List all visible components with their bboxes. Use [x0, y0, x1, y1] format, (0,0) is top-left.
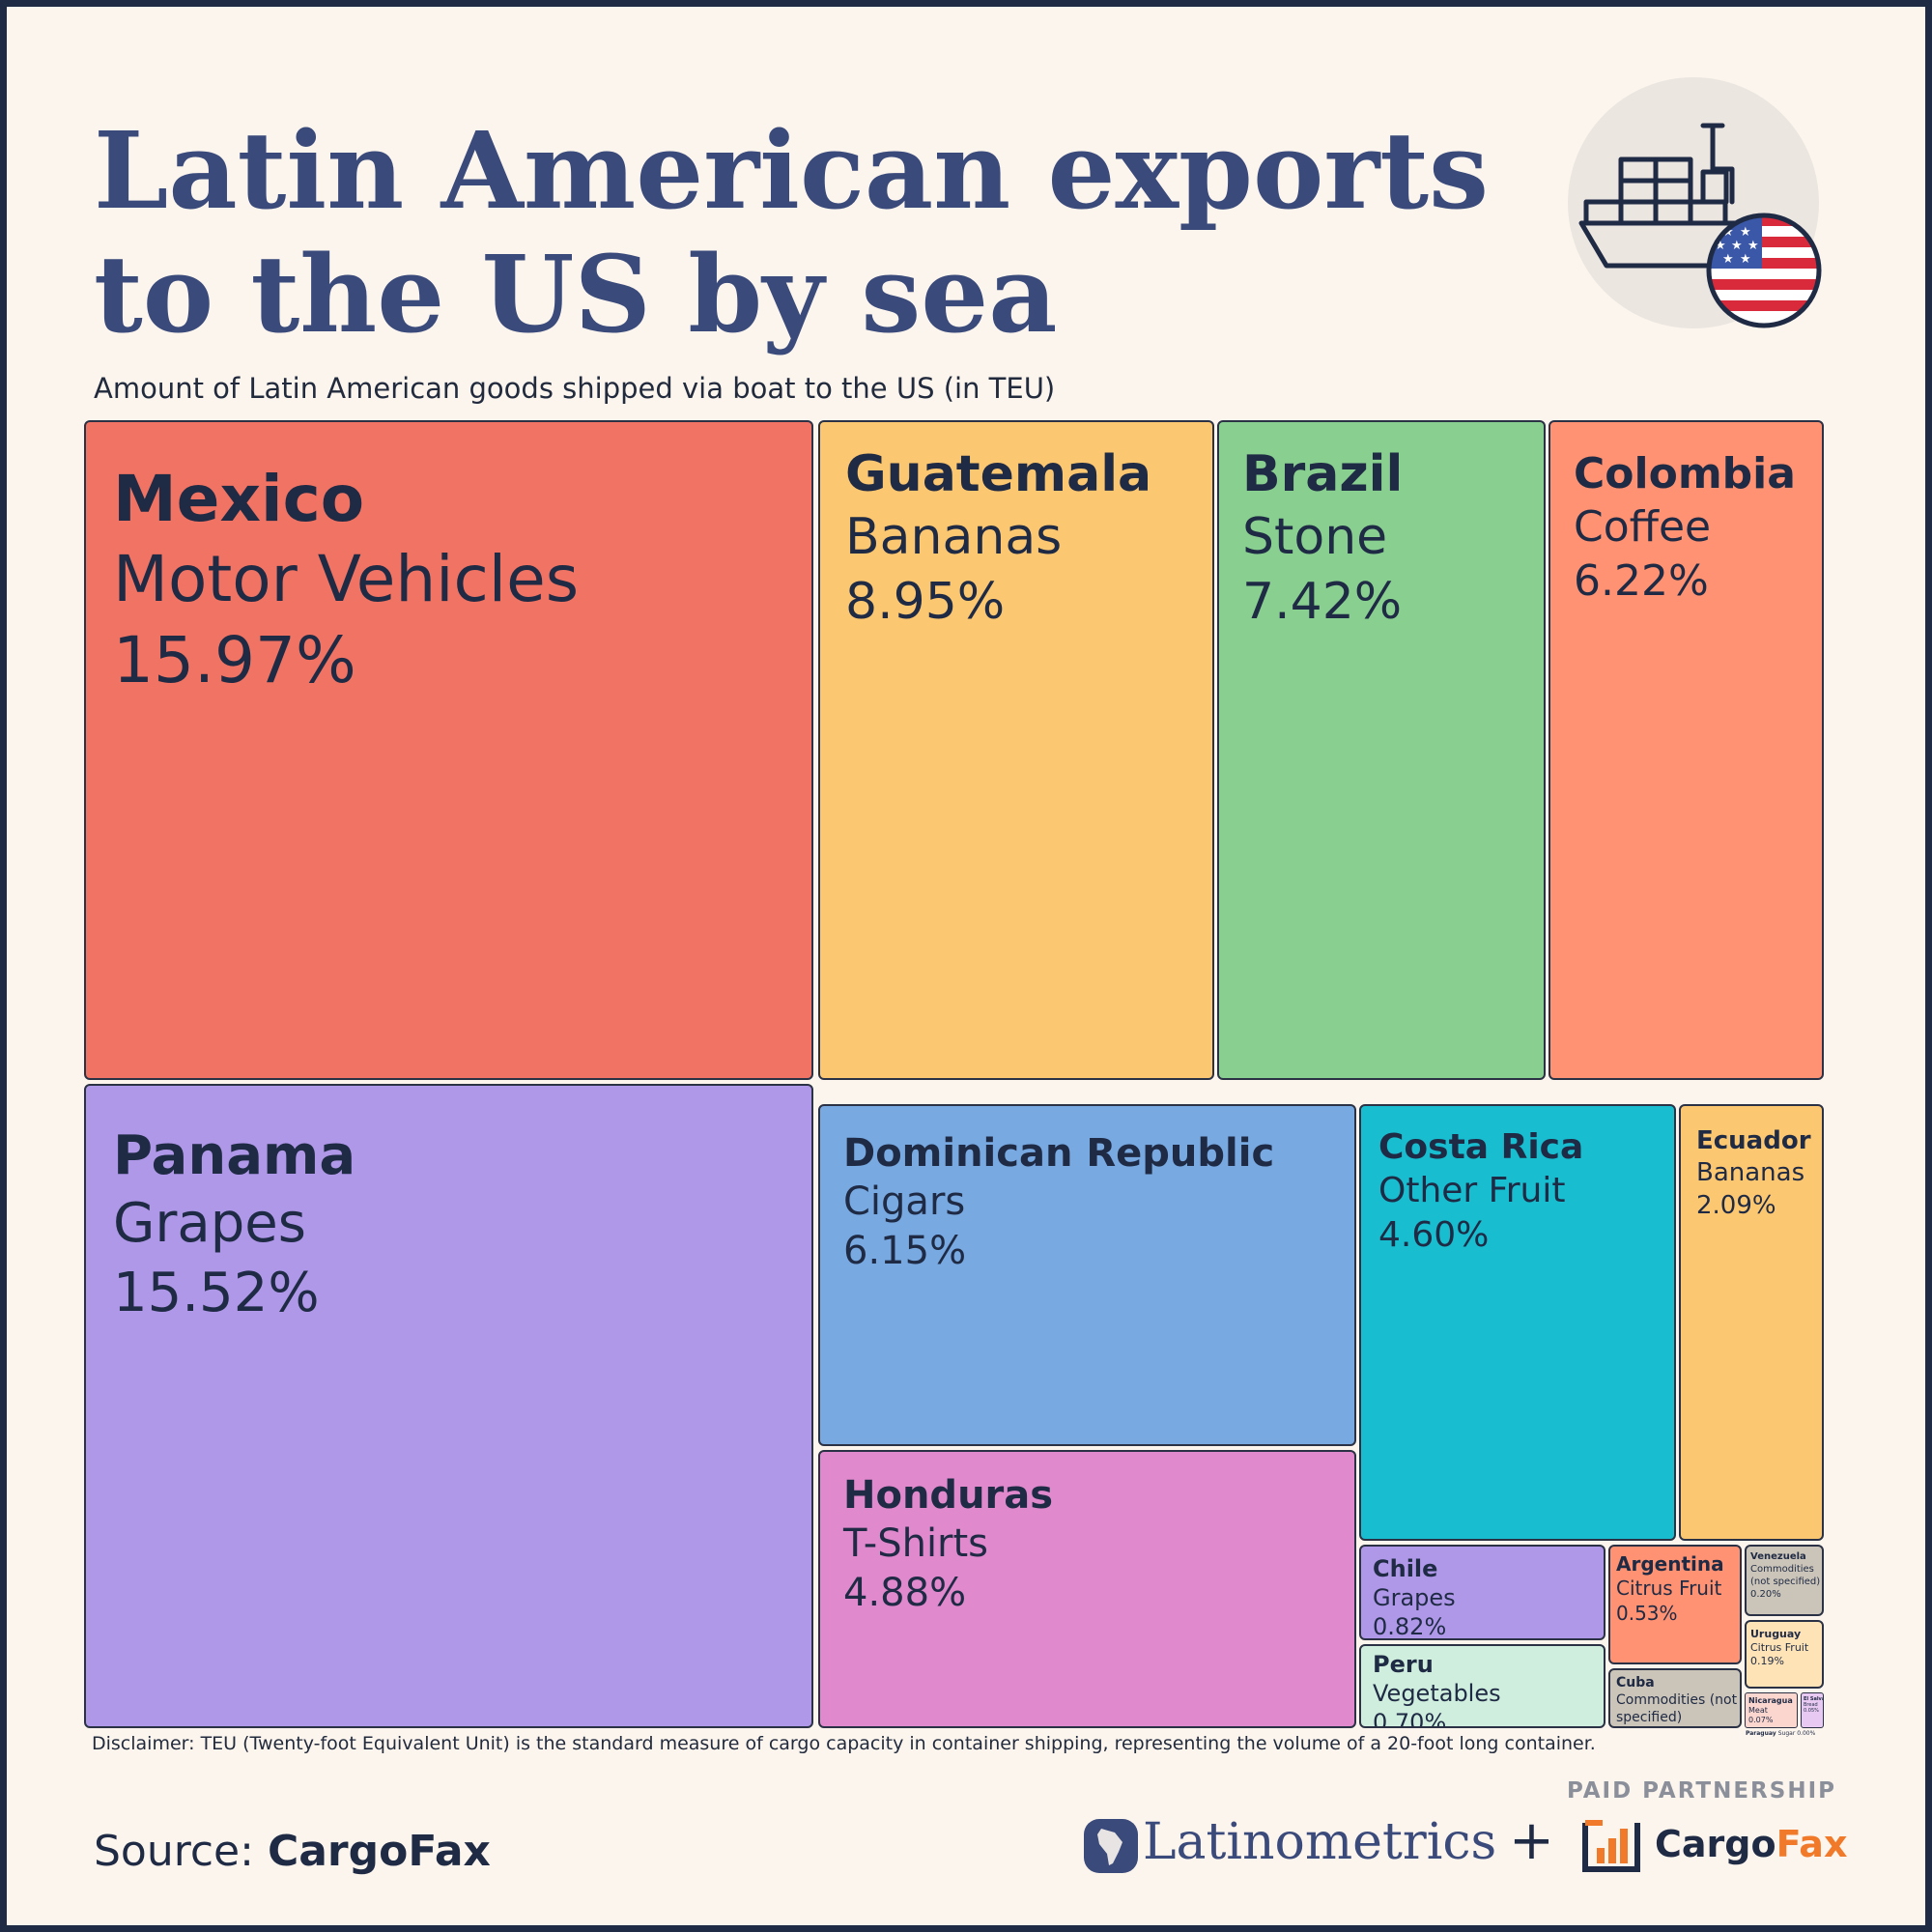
tile-product: Bananas	[845, 508, 1063, 566]
treemap-tile-ecuador: Ecuador Bananas 2.09%	[1679, 1104, 1824, 1541]
treemap-tile-nicaragua: Nicaragua Meat 0.07%	[1745, 1692, 1798, 1728]
page-subtitle: Amount of Latin American goods shipped v…	[94, 372, 1056, 405]
tile-product: Vegetables	[1373, 1680, 1501, 1707]
treemap-tile-argentina: Argentina Citrus Fruit 0.53%	[1608, 1545, 1742, 1664]
source-prefix: Source:	[94, 1827, 268, 1876]
svg-text:★: ★	[1722, 252, 1734, 267]
cargofax-wordmark-cargo: Cargo	[1655, 1823, 1776, 1865]
cargo-ship-icon: ★ ★ ★ ★ ★ ★ ★	[1568, 77, 1822, 328]
treemap-tile-honduras: Honduras T-Shirts 4.88%	[818, 1450, 1356, 1728]
tile-country: El Salvador	[1804, 1696, 1823, 1702]
tile-value: 0.20%	[1750, 1589, 1781, 1600]
tile-country: Panama	[113, 1124, 356, 1187]
tile-product: Coffee	[1574, 502, 1712, 552]
svg-text:★: ★	[1740, 225, 1751, 240]
treemap-tile-brazil: Brazil Stone 7.42%	[1217, 420, 1546, 1080]
tile-value: 0.00%	[1797, 1730, 1816, 1737]
cargofax-wordmark-fax: Fax	[1776, 1823, 1848, 1865]
tile-country: Peru	[1373, 1651, 1434, 1678]
tile-product: Citrus Fruit	[1616, 1577, 1722, 1600]
tile-product: Grapes	[1373, 1584, 1456, 1611]
page-title: Latin American exports to the US by sea	[94, 108, 1490, 356]
tile-value: 0.70%	[1373, 1709, 1447, 1728]
treemap-tile-guatemala: Guatemala Bananas 8.95%	[818, 420, 1214, 1080]
tile-product: Motor Vehicles	[113, 542, 580, 616]
svg-text:★: ★	[1747, 239, 1759, 253]
treemap-tile-venezuela: Venezuela Commodities (not specified) 0.20…	[1745, 1545, 1824, 1616]
svg-text:★: ★	[1715, 239, 1726, 253]
tile-country: Mexico	[113, 462, 365, 536]
infographic-page: Latin American exports to the US by sea …	[7, 7, 1925, 1925]
svg-text:★: ★	[1740, 252, 1751, 267]
tile-country: Nicaragua	[1748, 1696, 1793, 1705]
bar-chart-icon	[1582, 1820, 1640, 1872]
tile-product: Citrus Fruit	[1750, 1641, 1809, 1654]
treemap-tile-uruguay: Uruguay Citrus Fruit 0.19%	[1745, 1620, 1824, 1689]
us-flag-icon: ★ ★ ★ ★ ★ ★ ★	[1706, 213, 1822, 328]
tile-product: Meat	[1748, 1706, 1768, 1715]
tile-value: 0.82%	[1373, 1613, 1447, 1640]
tile-country: Cuba	[1616, 1675, 1655, 1690]
tile-country: Paraguay	[1746, 1730, 1778, 1737]
tile-country: Venezuela	[1750, 1551, 1806, 1562]
tile-product: Bananas	[1696, 1158, 1805, 1187]
treemap-tile-cuba: Cuba Commodities (not specified)0.27%	[1608, 1668, 1742, 1728]
treemap-tile-mexico: Mexico Motor Vehicles 15.97%	[84, 420, 813, 1080]
tile-value: 0.27%	[1616, 1726, 1740, 1728]
tile-country: Uruguay	[1750, 1628, 1802, 1640]
tile-product: Commodities (not specified)	[1750, 1564, 1821, 1587]
tile-country: Dominican Republic	[843, 1131, 1275, 1176]
partnership-plus: +	[1509, 1809, 1554, 1872]
source-credit: Source: CargoFax	[94, 1827, 491, 1876]
treemap-tile-dominican-republic: Dominican Republic Cigars 6.15%	[818, 1104, 1356, 1446]
treemap-tile-chile: Chile Grapes 0.82%	[1359, 1545, 1605, 1640]
tile-value: 6.15%	[843, 1229, 967, 1273]
tile-value: 0.07%	[1748, 1716, 1774, 1724]
tile-value: 4.88%	[843, 1571, 967, 1615]
svg-text:★: ★	[1731, 239, 1743, 253]
svg-text:★: ★	[1722, 225, 1734, 240]
tile-value: 15.97%	[113, 623, 356, 697]
tile-value: 7.42%	[1242, 573, 1403, 631]
tile-product: Sugar	[1777, 1730, 1798, 1737]
tile-country: Honduras	[843, 1473, 1054, 1518]
tile-product: Other Fruit	[1378, 1171, 1566, 1210]
tile-country: Guatemala	[845, 445, 1152, 503]
treemap-tile-peru: Peru Vegetables 0.70%	[1359, 1644, 1605, 1728]
tile-value: 2.09%	[1696, 1191, 1776, 1220]
treemap-tile-colombia: Colombia Coffee 6.22%	[1548, 420, 1824, 1080]
treemap-tile-el-salvador: El SalvadorBread0.05%	[1801, 1692, 1824, 1728]
latin-america-map-icon	[1084, 1819, 1138, 1873]
tile-value: 6.22%	[1574, 556, 1709, 606]
treemap-tile-panama: Panama Grapes 15.52%	[84, 1084, 813, 1728]
tile-product: T-Shirts	[843, 1521, 989, 1566]
tile-value: 8.95%	[845, 573, 1006, 631]
tile-country: Argentina	[1616, 1552, 1724, 1576]
tile-value: 0.19%	[1750, 1655, 1784, 1667]
tile-value: 0.53%	[1616, 1602, 1678, 1625]
tile-product: Stone	[1242, 508, 1388, 566]
tile-country: Colombia	[1574, 449, 1796, 498]
source-name: CargoFax	[267, 1827, 491, 1876]
tile-country: Brazil	[1242, 445, 1404, 503]
tile-country: Ecuador	[1696, 1126, 1811, 1155]
tile-product: Grapes	[113, 1192, 306, 1255]
tile-country: Chile	[1373, 1555, 1438, 1582]
paid-partnership-label: PAID PARTNERSHIP	[1566, 1778, 1836, 1804]
latinometrics-wordmark: Latinometrics	[1143, 1813, 1497, 1871]
exports-treemap: Mexico Motor Vehicles 15.97% Panama Grapes 15…	[7, 7, 1925, 1925]
tile-product: Bread	[1804, 1702, 1818, 1708]
cargofax-wordmark: CargoFax	[1655, 1823, 1847, 1865]
tile-product: Cigars	[843, 1179, 966, 1224]
treemap-tile-paraguay: Paraguay Sugar 0.00%	[1746, 1729, 1824, 1739]
tile-product: Commodities (not specified)	[1616, 1692, 1738, 1725]
treemap-tile-costa-rica: Costa Rica Other Fruit 4.60%	[1359, 1104, 1676, 1541]
tile-value: 4.60%	[1378, 1215, 1490, 1255]
tile-value: 15.52%	[113, 1262, 320, 1324]
tile-country: Costa Rica	[1378, 1127, 1584, 1167]
disclaimer-note: Disclaimer: TEU (Twenty-foot Equivalent …	[92, 1733, 1596, 1754]
tile-value: 0.05%	[1804, 1708, 1819, 1714]
